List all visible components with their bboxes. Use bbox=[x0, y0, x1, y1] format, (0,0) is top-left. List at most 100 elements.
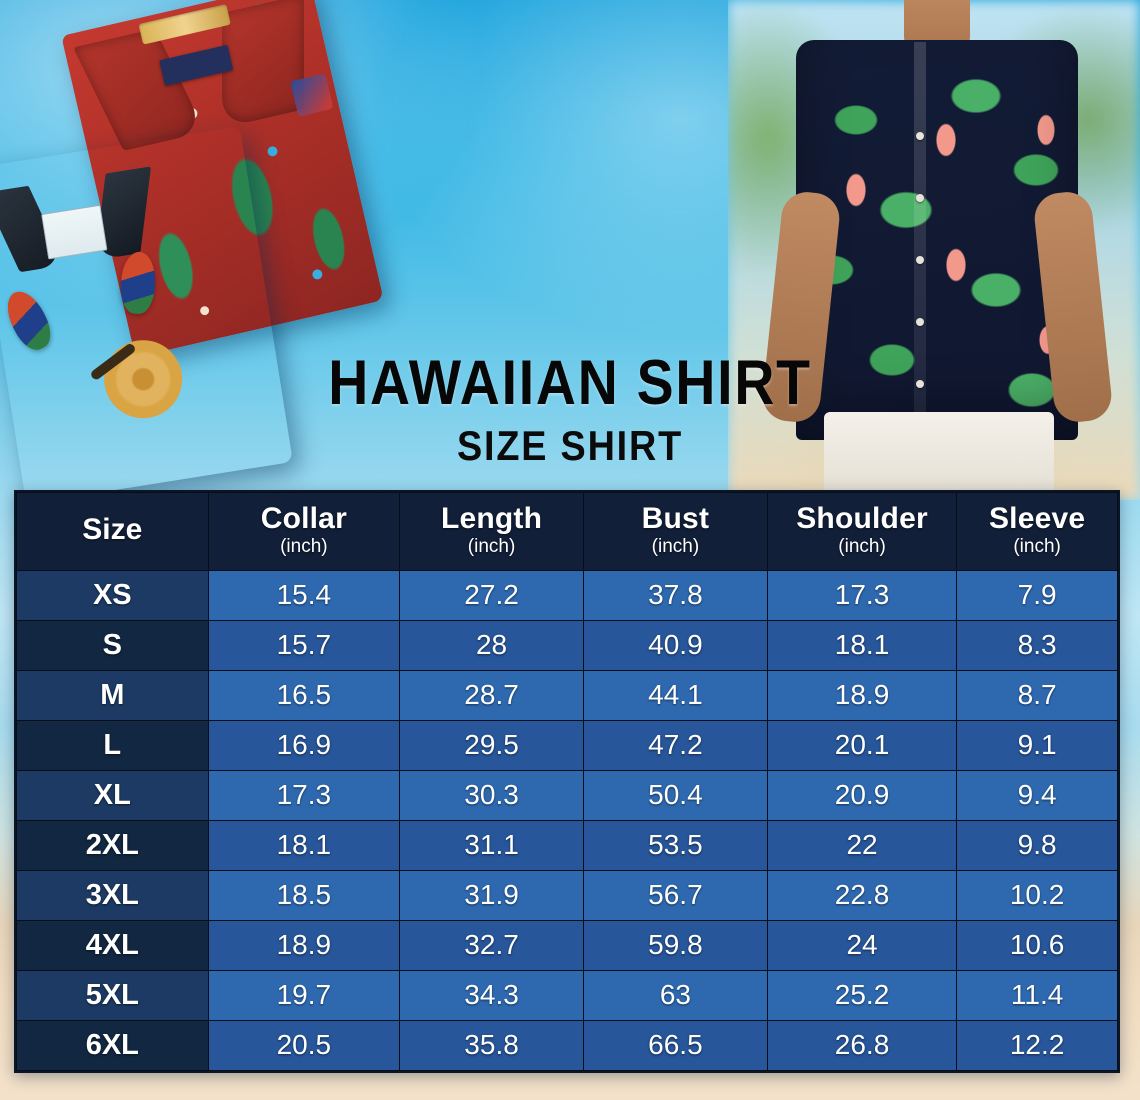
navy-flamingo-shirt bbox=[796, 40, 1078, 440]
column-header-shoulder: Shoulder (inch) bbox=[766, 492, 958, 571]
cell-shoulder: 22.8 bbox=[766, 869, 958, 921]
table-header: Size Collar (inch) Length (inch) Bust (i… bbox=[16, 492, 1118, 571]
cell-collar: 17.3 bbox=[207, 769, 401, 821]
shirt-placket bbox=[914, 42, 926, 440]
cell-bust: 44.1 bbox=[582, 669, 768, 721]
cell-bust: 47.2 bbox=[582, 719, 768, 771]
cell-sleeve: 8.3 bbox=[956, 619, 1118, 671]
table-body: XS 15.4 27.2 37.8 17.3 7.9 S 15.7 28 40.9 18.1 8.3 M… bbox=[16, 569, 1118, 1071]
cell-size: S bbox=[16, 619, 209, 671]
cell-bust: 63 bbox=[582, 969, 768, 1021]
table-row: 3XL 18.5 31.9 56.7 22.8 10.2 bbox=[16, 869, 1118, 921]
header-unit-bust: (inch) bbox=[651, 535, 700, 557]
cell-size: 4XL bbox=[16, 919, 209, 971]
cell-size: 5XL bbox=[16, 969, 209, 1021]
cell-sleeve: 10.6 bbox=[956, 919, 1118, 971]
red-shirt-collar-right bbox=[222, 0, 304, 129]
cell-bust: 37.8 bbox=[582, 569, 768, 621]
cell-shoulder: 26.8 bbox=[766, 1019, 958, 1071]
cell-shoulder: 18.9 bbox=[766, 669, 958, 721]
red-shirt-sleeve-badge bbox=[290, 73, 334, 117]
header-unit-shoulder: (inch) bbox=[838, 535, 886, 557]
page-title: HAWAIIAN SHIRT SIZE SHIRT bbox=[0, 352, 1140, 467]
column-header-collar: Collar (inch) bbox=[207, 492, 401, 571]
cell-shoulder: 18.1 bbox=[766, 619, 958, 671]
parrot-motif-icon bbox=[0, 285, 58, 356]
title-main: HAWAIIAN SHIRT bbox=[328, 348, 812, 418]
cell-size: 2XL bbox=[16, 819, 209, 871]
size-chart-table: Size Collar (inch) Length (inch) Bust (i… bbox=[16, 492, 1118, 1071]
cell-sleeve: 9.1 bbox=[956, 719, 1118, 771]
cell-sleeve: 8.7 bbox=[956, 669, 1118, 721]
cell-bust: 50.4 bbox=[582, 769, 768, 821]
cell-size: L bbox=[16, 719, 209, 771]
header-label-shoulder: Shoulder bbox=[796, 502, 928, 535]
cell-collar: 18.1 bbox=[207, 819, 401, 871]
table-row: 2XL 18.1 31.1 53.5 22 9.8 bbox=[16, 819, 1118, 871]
cell-collar: 16.9 bbox=[207, 719, 401, 771]
cell-collar: 20.5 bbox=[207, 1019, 401, 1071]
cell-size: 3XL bbox=[16, 869, 209, 921]
cell-collar: 19.7 bbox=[207, 969, 401, 1021]
shirt-button bbox=[916, 194, 924, 202]
cell-shoulder: 22 bbox=[766, 819, 958, 871]
header-row: Size Collar (inch) Length (inch) Bust (i… bbox=[16, 492, 1118, 571]
cell-shoulder: 20.9 bbox=[766, 769, 958, 821]
shirt-button bbox=[916, 132, 924, 140]
cell-shoulder: 17.3 bbox=[766, 569, 958, 621]
model-white-shorts bbox=[824, 412, 1054, 500]
cell-length: 30.3 bbox=[399, 769, 584, 821]
table-row: 6XL 20.5 35.8 66.5 26.8 12.2 bbox=[16, 1019, 1118, 1071]
cell-size: XL bbox=[16, 769, 209, 821]
parrot-motif-icon bbox=[119, 250, 157, 315]
cell-sleeve: 12.2 bbox=[956, 1019, 1118, 1071]
cell-length: 32.7 bbox=[399, 919, 584, 971]
table-row: S 15.7 28 40.9 18.1 8.3 bbox=[16, 619, 1118, 671]
cell-length: 34.3 bbox=[399, 969, 584, 1021]
blue-shirt-chest-pocket bbox=[41, 204, 108, 260]
cell-collar: 15.7 bbox=[207, 619, 401, 671]
red-shirt-neck-tape bbox=[138, 3, 231, 45]
cell-collar: 16.5 bbox=[207, 669, 401, 721]
table-row: L 16.9 29.5 47.2 20.1 9.1 bbox=[16, 719, 1118, 771]
table-row: 5XL 19.7 34.3 63 25.2 11.4 bbox=[16, 969, 1118, 1021]
cell-length: 28.7 bbox=[399, 669, 584, 721]
table-row: XS 15.4 27.2 37.8 17.3 7.9 bbox=[16, 569, 1118, 621]
title-sub: SIZE SHIRT bbox=[457, 422, 683, 469]
header-unit-length: (inch) bbox=[467, 535, 516, 557]
cell-bust: 59.8 bbox=[582, 919, 768, 971]
column-header-sleeve: Sleeve (inch) bbox=[956, 492, 1118, 571]
header-unit-collar: (inch) bbox=[280, 535, 328, 557]
cell-sleeve: 10.2 bbox=[956, 869, 1118, 921]
cell-shoulder: 25.2 bbox=[766, 969, 958, 1021]
cell-length: 28 bbox=[399, 619, 584, 671]
cell-bust: 66.5 bbox=[582, 1019, 768, 1071]
column-header-bust: Bust (inch) bbox=[582, 492, 768, 571]
cell-length: 27.2 bbox=[399, 569, 584, 621]
cell-sleeve: 7.9 bbox=[956, 569, 1118, 621]
table-row: XL 17.3 30.3 50.4 20.9 9.4 bbox=[16, 769, 1118, 821]
cell-shoulder: 20.1 bbox=[766, 719, 958, 771]
model-body bbox=[760, 0, 1114, 500]
cell-size: M bbox=[16, 669, 209, 721]
size-chart-table-container: Size Collar (inch) Length (inch) Bust (i… bbox=[14, 490, 1120, 1073]
cell-shoulder: 24 bbox=[766, 919, 958, 971]
header-label-length: Length bbox=[440, 502, 543, 535]
shirt-button bbox=[916, 380, 924, 388]
cell-size: 6XL bbox=[16, 1019, 209, 1071]
column-header-size: Size bbox=[16, 492, 209, 571]
cell-collar: 18.9 bbox=[207, 919, 401, 971]
cell-sleeve: 9.4 bbox=[956, 769, 1118, 821]
cell-length: 29.5 bbox=[399, 719, 584, 771]
shirt-button bbox=[916, 318, 924, 326]
model-photo bbox=[728, 0, 1140, 500]
cell-collar: 15.4 bbox=[207, 569, 401, 621]
header-label-bust: Bust bbox=[641, 502, 710, 535]
cell-collar: 18.5 bbox=[207, 869, 401, 921]
column-header-length: Length (inch) bbox=[399, 492, 584, 571]
shirt-button bbox=[916, 256, 924, 264]
table-row: 4XL 18.9 32.7 59.8 24 10.6 bbox=[16, 919, 1118, 971]
cell-bust: 53.5 bbox=[582, 819, 768, 871]
cell-bust: 40.9 bbox=[582, 619, 768, 671]
